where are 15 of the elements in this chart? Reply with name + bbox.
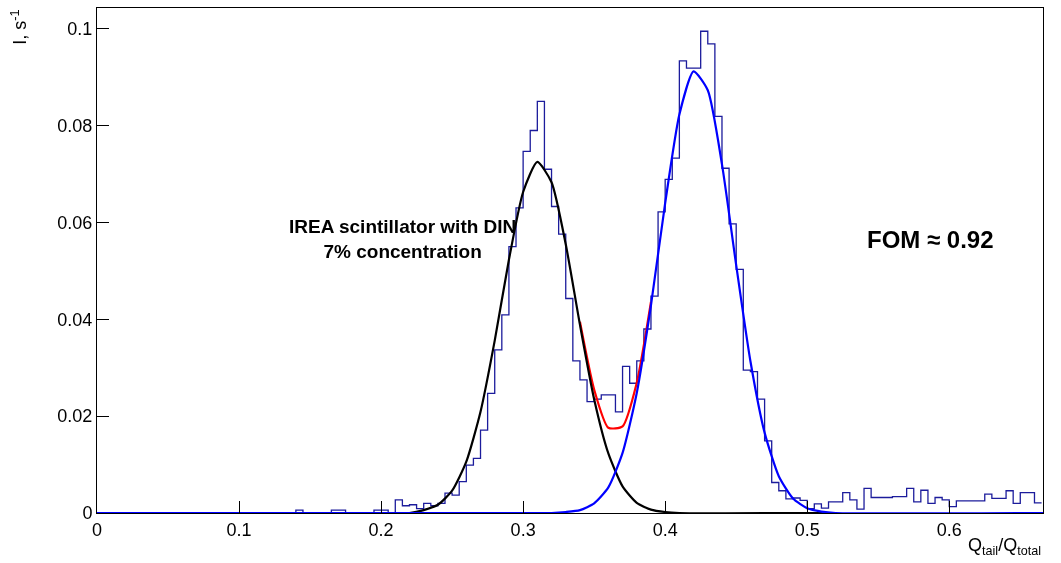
x-tick-label: 0.3 [510,519,536,540]
x-tick-label: 0.5 [794,519,820,540]
annotation: FOM ≈ 0.92 [867,226,994,253]
y-tick-label: 0 [82,503,93,524]
x-tick-label: 0.2 [368,519,394,540]
x-axis-title: Q$_{tail}$/Q$_{total}$ [968,535,1041,558]
y-tick-label: 0.02 [57,406,93,427]
x-tick-label: 0.1 [226,519,252,540]
y-tick-label: 0.08 [57,115,93,136]
y-tick-label: 0.06 [57,212,93,233]
x-tick-label: 0.4 [652,519,678,540]
annotation: IREA scintillator with DIN 7% concentration [289,216,517,262]
y-tick-label: 0.1 [67,19,93,40]
x-tick-label: 0.6 [936,519,962,540]
y-tick-label: 0.04 [57,309,93,330]
